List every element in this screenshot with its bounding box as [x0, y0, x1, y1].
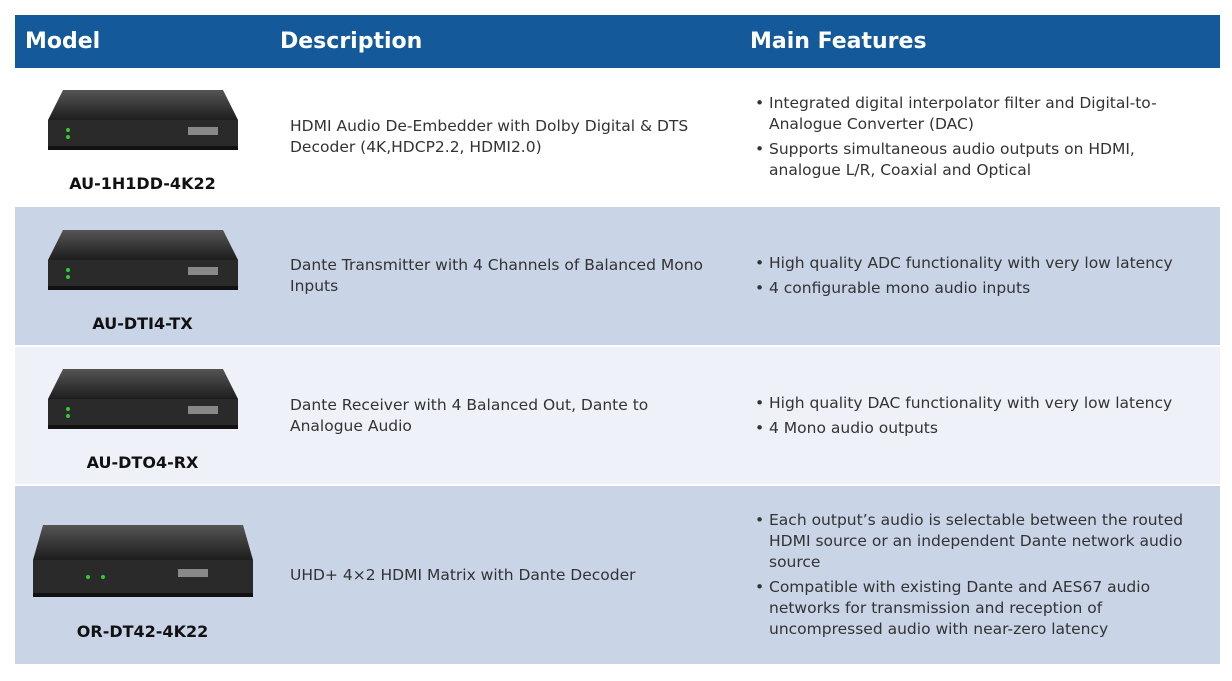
- header-cell: Model: [15, 15, 270, 68]
- feature-list: High quality ADC functionality with very…: [755, 253, 1200, 299]
- model-name: OR-DT42-4K22: [76, 621, 209, 641]
- table-row: AU-DTI4-TX Dante Transmitter with 4 Chann…: [15, 206, 1220, 347]
- model-name: AU-DTO4-RX: [86, 453, 199, 472]
- feature-item: Integrated digital interpolator filter a…: [755, 93, 1200, 135]
- model-cell: AU-DTO4-RX: [15, 346, 270, 486]
- features-cell: Integrated digital interpolator filter a…: [740, 68, 1220, 207]
- feature-item: High quality ADC functionality with very…: [755, 253, 1200, 274]
- features-cell: High quality ADC functionality with very…: [740, 206, 1220, 347]
- feature-list: Integrated digital interpolator filter a…: [755, 93, 1200, 181]
- feature-list: Each output’s audio is selectable betwee…: [755, 510, 1200, 640]
- feature-list: High quality DAC functionality with very…: [755, 393, 1200, 439]
- product-table: Model Description Main Features AU-1H1DD…: [15, 15, 1220, 666]
- description-cell: Dante Transmitter with 4 Channels of Bal…: [270, 206, 740, 347]
- features-cell: Each output’s audio is selectable betwee…: [740, 485, 1220, 666]
- header-cell: Main Features: [740, 15, 1220, 68]
- table-row: AU-1H1DD-4K22 HDMI Audio De-Embedder with…: [15, 68, 1220, 207]
- table-body: AU-1H1DD-4K22 HDMI Audio De-Embedder with…: [15, 68, 1220, 666]
- model-cell: AU-DTI4-TX: [15, 206, 270, 347]
- feature-item: 4 configurable mono audio inputs: [755, 278, 1200, 299]
- description-cell: Dante Receiver with 4 Balanced Out, Dant…: [270, 346, 740, 486]
- table-row: OR-DT42-4K22 UHD+ 4×2 HDMI Matrix with Da…: [15, 485, 1220, 666]
- feature-item: Each output’s audio is selectable betwee…: [755, 510, 1200, 573]
- feature-item: High quality DAC functionality with very…: [755, 393, 1200, 414]
- product-image: [47, 229, 238, 290]
- features-cell: High quality DAC functionality with very…: [740, 346, 1220, 486]
- model-name: AU-1H1DD-4K22: [69, 174, 216, 193]
- product-image: [32, 524, 253, 597]
- model-name: AU-DTI4-TX: [92, 313, 193, 333]
- product-image: [47, 90, 238, 150]
- feature-item: Supports simultaneous audio outputs on H…: [755, 139, 1200, 181]
- description-cell: UHD+ 4×2 HDMI Matrix with Dante Decoder: [270, 485, 740, 666]
- description-cell: HDMI Audio De-Embedder with Dolby Digita…: [270, 68, 740, 207]
- model-cell: OR-DT42-4K22: [15, 485, 270, 666]
- feature-item: 4 Mono audio outputs: [755, 418, 1200, 439]
- page: Model Description Main Features AU-1H1DD…: [15, 15, 1220, 666]
- feature-item: Compatible with existing Dante and AES67…: [755, 577, 1200, 640]
- header-cell: Description: [270, 15, 740, 68]
- table-row: AU-DTO4-RX Dante Receiver with 4 Balanced…: [15, 346, 1220, 486]
- product-image: [47, 369, 238, 429]
- header-row: Model Description Main Features: [15, 15, 1220, 68]
- model-cell: AU-1H1DD-4K22: [15, 68, 270, 207]
